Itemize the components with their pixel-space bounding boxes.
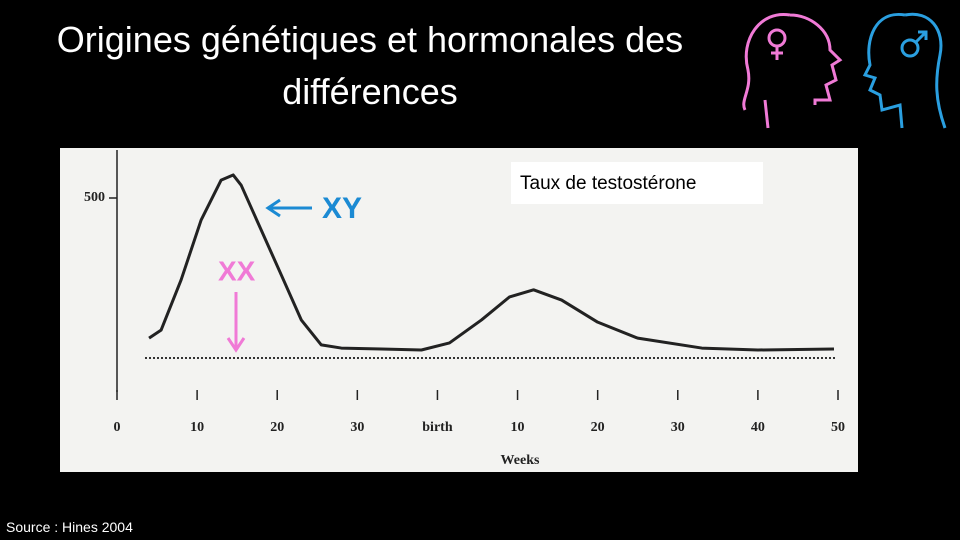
gender-icons bbox=[742, 12, 947, 129]
arrow-head bbox=[226, 337, 246, 353]
label-box bbox=[511, 162, 763, 204]
x-tick-label: 30 bbox=[350, 420, 364, 435]
annotation: XY bbox=[322, 192, 362, 225]
x-tick-label: 20 bbox=[591, 420, 605, 435]
x-tick-label: 40 bbox=[751, 420, 765, 435]
x-tick-label: birth bbox=[422, 420, 453, 435]
line bbox=[148, 173, 835, 352]
source: Source : Hines 2004 bbox=[6, 519, 133, 535]
arrow-head bbox=[265, 198, 281, 218]
x-tick-label: 30 bbox=[671, 420, 685, 435]
annotation: XX bbox=[218, 255, 256, 286]
x-tick-label: 10 bbox=[190, 420, 204, 435]
y-tick-label: 500 bbox=[84, 190, 105, 205]
slide-title: Origines génétiques et hormonales des di… bbox=[56, 19, 684, 112]
x-tick-label: 10 bbox=[511, 420, 525, 435]
x-tick-label: 20 bbox=[270, 420, 284, 435]
x-tick-label: 50 bbox=[831, 420, 845, 435]
x-tick-label: 0 bbox=[114, 420, 121, 435]
series-label: Taux de testostérone bbox=[520, 173, 696, 194]
x-axis-label: Weeks bbox=[501, 453, 540, 468]
